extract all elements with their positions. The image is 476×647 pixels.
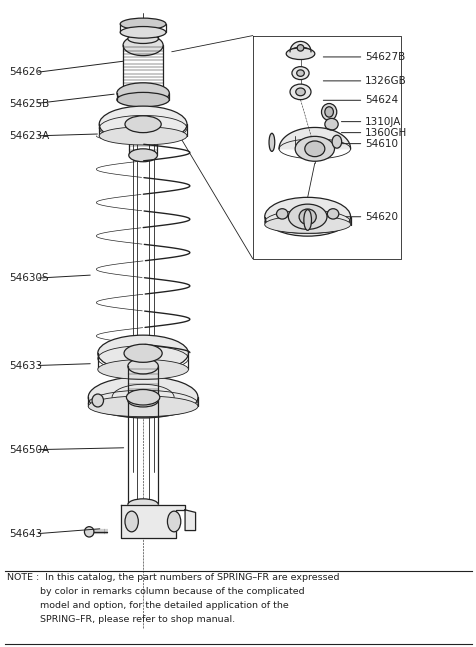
Text: 1326GB: 1326GB [364, 76, 406, 86]
Text: 54624: 54624 [364, 95, 397, 105]
Ellipse shape [321, 104, 336, 120]
Ellipse shape [120, 18, 166, 30]
Text: 54610: 54610 [364, 138, 397, 149]
Text: 54630S: 54630S [10, 273, 49, 283]
Ellipse shape [128, 390, 158, 404]
Ellipse shape [98, 335, 188, 371]
Ellipse shape [124, 344, 162, 362]
Ellipse shape [297, 45, 303, 51]
Ellipse shape [128, 358, 158, 374]
Ellipse shape [264, 215, 350, 234]
Ellipse shape [264, 197, 350, 236]
Ellipse shape [304, 141, 324, 157]
Ellipse shape [126, 389, 159, 405]
Polygon shape [289, 41, 310, 52]
Text: 54620: 54620 [364, 212, 397, 222]
Ellipse shape [128, 25, 158, 34]
Ellipse shape [303, 210, 311, 230]
Text: 54626: 54626 [10, 67, 42, 78]
Ellipse shape [117, 93, 169, 107]
Ellipse shape [128, 34, 158, 43]
Text: 1360GH: 1360GH [364, 127, 407, 138]
Ellipse shape [327, 209, 338, 219]
Polygon shape [185, 510, 195, 531]
Polygon shape [278, 127, 350, 149]
Ellipse shape [123, 35, 163, 56]
Ellipse shape [276, 209, 288, 219]
Ellipse shape [99, 127, 187, 145]
Ellipse shape [117, 83, 169, 104]
Ellipse shape [331, 135, 341, 148]
Ellipse shape [298, 209, 316, 225]
Ellipse shape [324, 107, 333, 117]
Ellipse shape [295, 88, 305, 96]
Text: 54625B: 54625B [10, 98, 50, 109]
Polygon shape [121, 505, 185, 538]
Ellipse shape [123, 83, 163, 100]
Ellipse shape [296, 70, 304, 76]
Ellipse shape [291, 67, 308, 80]
Ellipse shape [286, 48, 314, 60]
Ellipse shape [84, 527, 94, 537]
Ellipse shape [289, 47, 310, 56]
Ellipse shape [268, 133, 274, 151]
Text: by color in remarks column because of the complicated: by color in remarks column because of th… [7, 587, 304, 596]
Ellipse shape [128, 394, 158, 407]
Text: 54650A: 54650A [10, 444, 50, 455]
Text: 1310JA: 1310JA [364, 116, 400, 127]
Ellipse shape [129, 129, 157, 142]
Text: 54633: 54633 [10, 360, 42, 371]
Ellipse shape [167, 511, 180, 532]
Ellipse shape [120, 27, 166, 38]
Ellipse shape [324, 118, 337, 130]
Text: 54623A: 54623A [10, 131, 50, 141]
Ellipse shape [288, 204, 326, 229]
Text: 54627B: 54627B [364, 52, 404, 62]
Ellipse shape [99, 106, 187, 142]
Text: NOTE :  In this catalog, the part numbers of SPRING–FR are expressed: NOTE : In this catalog, the part numbers… [7, 573, 339, 582]
Ellipse shape [125, 511, 138, 532]
Ellipse shape [289, 84, 310, 100]
Ellipse shape [295, 137, 334, 161]
Ellipse shape [128, 499, 158, 510]
Ellipse shape [129, 149, 157, 162]
Text: SPRING–FR, please refer to shop manual.: SPRING–FR, please refer to shop manual. [7, 615, 235, 624]
Text: model and option, for the detailed application of the: model and option, for the detailed appli… [7, 601, 288, 610]
Ellipse shape [98, 360, 188, 379]
Text: 54643: 54643 [10, 529, 42, 539]
Ellipse shape [88, 396, 198, 417]
Ellipse shape [88, 377, 198, 418]
Ellipse shape [92, 394, 103, 407]
Ellipse shape [125, 116, 161, 133]
